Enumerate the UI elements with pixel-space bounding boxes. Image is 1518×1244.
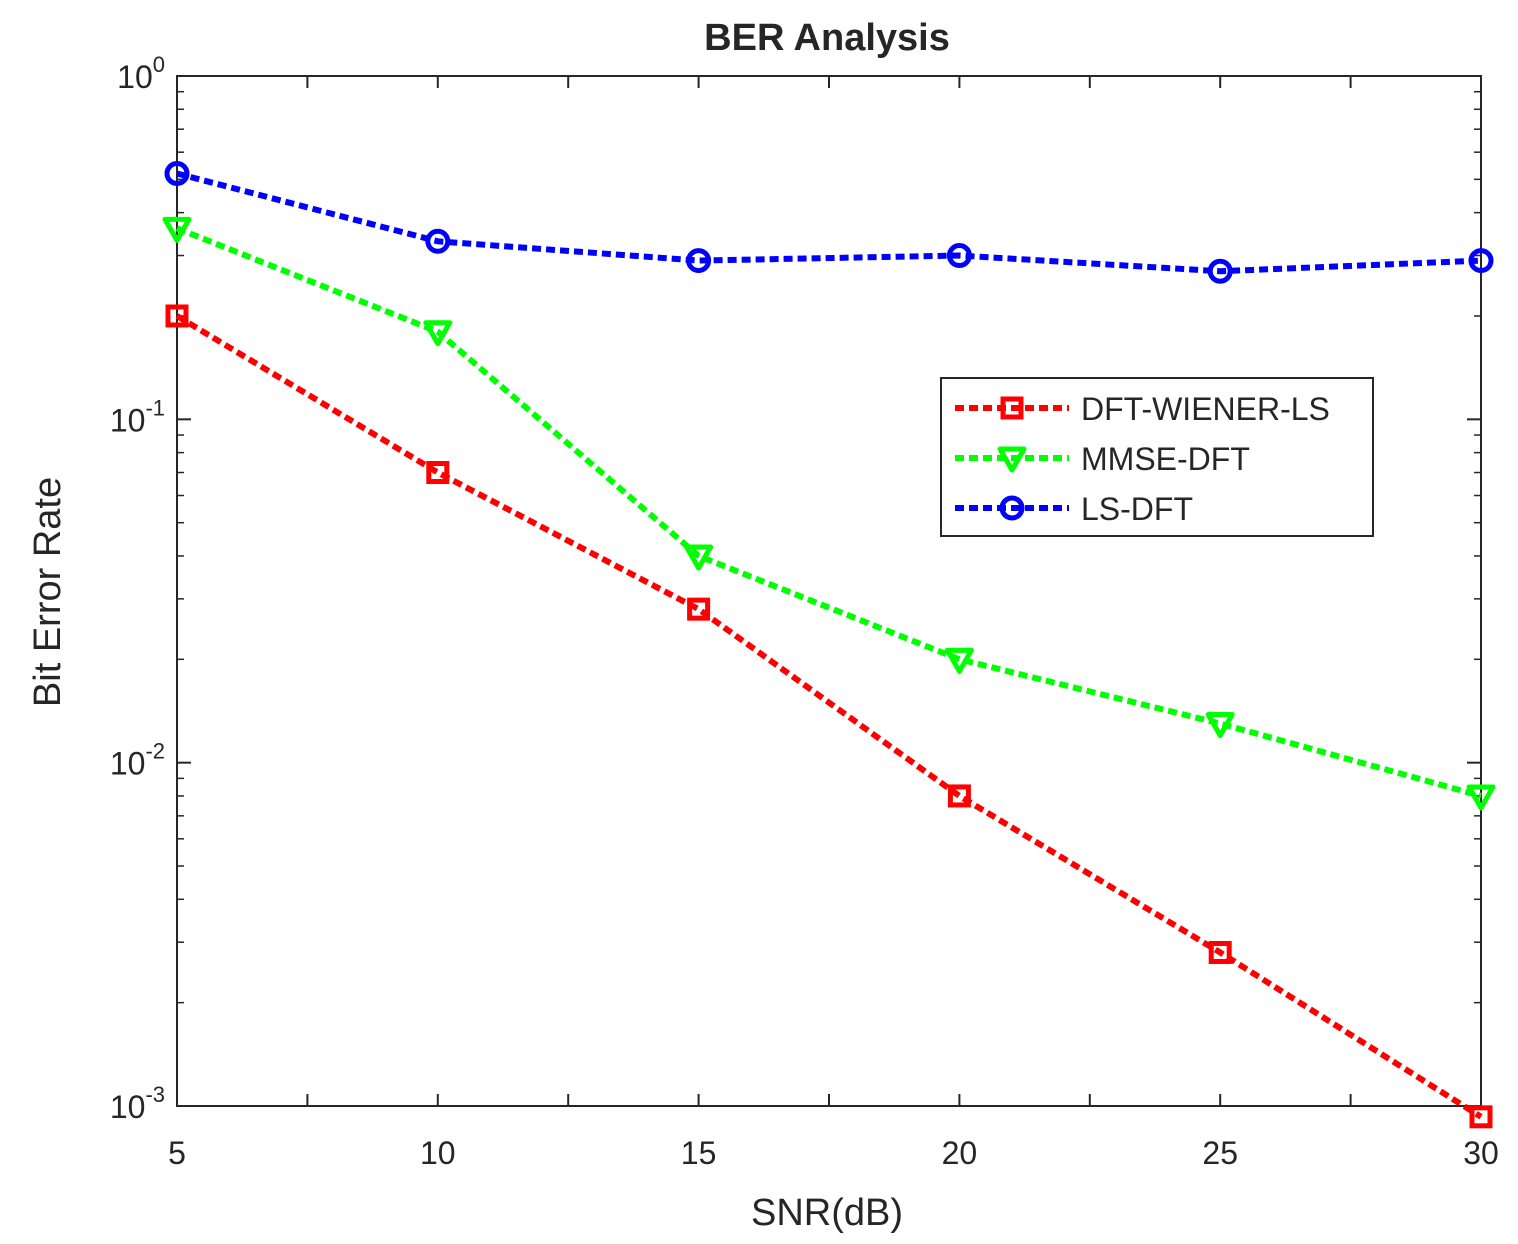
- data-point: [165, 304, 189, 328]
- data-point: [1468, 248, 1494, 274]
- x-ticks: 5 10 15 20 25 30: [168, 76, 1499, 1171]
- data-point: [684, 544, 714, 571]
- y-ticks: 100 10-1 10-2 10-3: [110, 52, 1481, 1125]
- legend-label: MMSE-DFT: [1081, 441, 1250, 477]
- series-line: [175, 313, 1483, 1120]
- x-tick-label: 30: [1463, 1135, 1499, 1171]
- data-point: [426, 461, 450, 485]
- series-line: [175, 225, 1482, 799]
- data-point: [944, 647, 974, 674]
- x-axis-label: SNR(dB): [751, 1192, 903, 1234]
- plot-frame: [176, 75, 1482, 1107]
- x-tick-label: 15: [681, 1135, 717, 1171]
- chart-title: BER Analysis: [704, 17, 950, 59]
- y-tick-label: 10-2: [110, 739, 165, 782]
- data-point: [1466, 784, 1496, 811]
- series-dft-wiener-ls: [165, 304, 1493, 1129]
- data-point: [686, 248, 712, 274]
- series-mmse-dft: [162, 216, 1496, 811]
- legend-item: LS-DFT: [955, 491, 1193, 527]
- y-axis-label: Bit Error Rate: [27, 477, 69, 707]
- x-tick-label: 20: [942, 1135, 978, 1171]
- series-line: [176, 170, 1482, 275]
- legend-marker: [997, 446, 1027, 473]
- data-point: [164, 161, 190, 187]
- data-point: [1469, 1105, 1493, 1129]
- data-point: [1208, 940, 1232, 964]
- legend-marker: [999, 495, 1025, 521]
- data-point: [162, 216, 192, 243]
- x-tick-label: 5: [168, 1135, 186, 1171]
- data-point: [947, 784, 971, 808]
- data-point: [687, 597, 711, 621]
- legend-label: LS-DFT: [1081, 491, 1193, 527]
- series-ls-dft: [164, 161, 1494, 284]
- legend-label: DFT-WIENER-LS: [1081, 391, 1330, 427]
- data-point: [1205, 712, 1235, 739]
- y-tick-label: 100: [117, 52, 165, 95]
- data-point: [946, 243, 972, 269]
- y-tick-label: 10-3: [110, 1082, 165, 1125]
- legend: DFT-WIENER-LS MMSE-DFT LS-DFT: [940, 377, 1374, 537]
- legend-item: MMSE-DFT: [955, 441, 1250, 477]
- data-point: [423, 320, 453, 347]
- legend-item: DFT-WIENER-LS: [955, 391, 1330, 427]
- x-tick-label: 10: [420, 1135, 456, 1171]
- x-tick-label: 25: [1202, 1135, 1238, 1171]
- legend-marker: [1000, 396, 1024, 420]
- data-point: [1207, 258, 1233, 284]
- y-tick-label: 10-1: [110, 395, 165, 438]
- data-point: [425, 228, 451, 254]
